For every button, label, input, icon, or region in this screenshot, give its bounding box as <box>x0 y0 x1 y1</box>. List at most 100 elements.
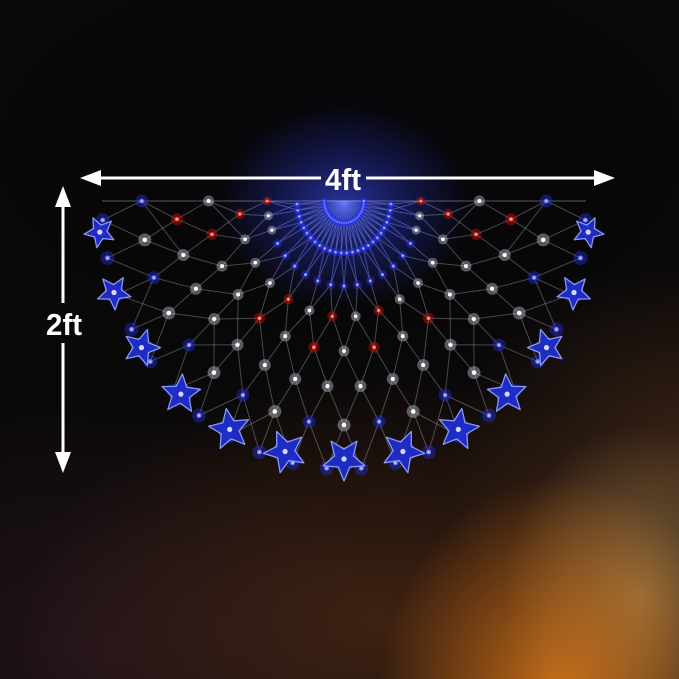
wire <box>422 318 429 366</box>
wire <box>376 237 394 267</box>
led-spark <box>383 227 385 229</box>
led-spark <box>420 200 422 202</box>
wire <box>402 255 419 284</box>
wire <box>361 210 385 229</box>
led-spark <box>297 209 299 212</box>
wire <box>432 262 467 267</box>
wire <box>415 229 444 240</box>
led-spark <box>360 467 363 470</box>
wire <box>390 209 420 217</box>
wire <box>498 344 516 391</box>
wire <box>491 277 535 290</box>
flag-fan-net-light <box>83 194 605 482</box>
led-spark <box>316 280 319 282</box>
wire <box>268 203 298 217</box>
wire <box>343 316 357 352</box>
wire <box>294 237 312 267</box>
wire <box>324 220 336 249</box>
wire <box>303 213 328 229</box>
wire <box>444 394 490 416</box>
led-spark <box>263 364 266 366</box>
wire <box>428 317 451 346</box>
wire <box>362 208 388 223</box>
wire <box>475 233 505 256</box>
wire <box>362 248 371 282</box>
led-spark <box>307 420 310 423</box>
wire <box>314 217 332 243</box>
arrow-left-icon <box>80 170 101 186</box>
wire <box>363 203 391 211</box>
wire <box>352 252 358 285</box>
wire <box>254 243 278 264</box>
wire <box>313 347 328 387</box>
width-dimension: 4ft <box>80 162 615 197</box>
wire <box>271 216 300 231</box>
wire <box>491 288 520 314</box>
wire <box>168 312 215 320</box>
wire <box>268 209 298 217</box>
wire <box>297 203 325 211</box>
led-spark <box>211 233 213 236</box>
wire <box>277 227 305 244</box>
wire <box>350 221 364 249</box>
wire <box>504 239 544 256</box>
led-spark <box>342 423 346 427</box>
wire <box>258 411 276 453</box>
wire <box>284 299 289 337</box>
star-center-led <box>504 391 510 397</box>
led-spark <box>303 227 305 229</box>
wire <box>449 294 475 320</box>
star-center-led <box>543 345 550 351</box>
led-spark <box>465 265 467 267</box>
wire <box>319 218 334 246</box>
wire <box>358 215 382 234</box>
led-spark <box>306 232 308 234</box>
led-spark <box>491 287 494 290</box>
wire <box>372 241 394 267</box>
wire <box>420 200 449 215</box>
wire <box>330 252 336 285</box>
led-spark <box>376 237 378 239</box>
led-spark <box>343 285 345 287</box>
wire <box>239 200 268 215</box>
wire <box>363 200 391 205</box>
wire <box>274 378 296 412</box>
wire <box>348 222 353 253</box>
wire <box>259 318 266 366</box>
led-spark <box>372 241 374 243</box>
wire <box>390 200 421 205</box>
led-spark <box>149 360 152 363</box>
wire <box>346 252 358 285</box>
wire <box>350 221 359 251</box>
wire <box>131 277 155 330</box>
arrow-down-icon <box>55 452 71 473</box>
wire <box>327 385 345 426</box>
led-spark <box>427 450 430 454</box>
wire <box>518 312 539 362</box>
led-spark <box>373 346 375 349</box>
led-spark <box>294 378 297 380</box>
wire <box>287 274 307 300</box>
wire <box>402 255 433 264</box>
led-spark <box>518 311 521 315</box>
led-spark <box>293 265 296 267</box>
star-center-led <box>400 448 406 455</box>
wire <box>475 218 512 235</box>
led-spark <box>130 328 133 331</box>
wire <box>450 344 475 373</box>
led-spark <box>319 244 321 247</box>
wire <box>504 254 535 278</box>
wire <box>542 239 581 259</box>
led-spark <box>296 203 298 205</box>
wire <box>284 237 312 257</box>
wire <box>343 385 361 426</box>
led-spark <box>239 213 241 215</box>
wire <box>363 205 389 217</box>
wire <box>271 221 302 231</box>
led-spark <box>326 385 329 388</box>
star-center-led <box>455 426 461 432</box>
wire <box>361 210 388 223</box>
wire <box>242 364 266 396</box>
led-spark <box>351 251 354 253</box>
wire <box>373 310 380 348</box>
